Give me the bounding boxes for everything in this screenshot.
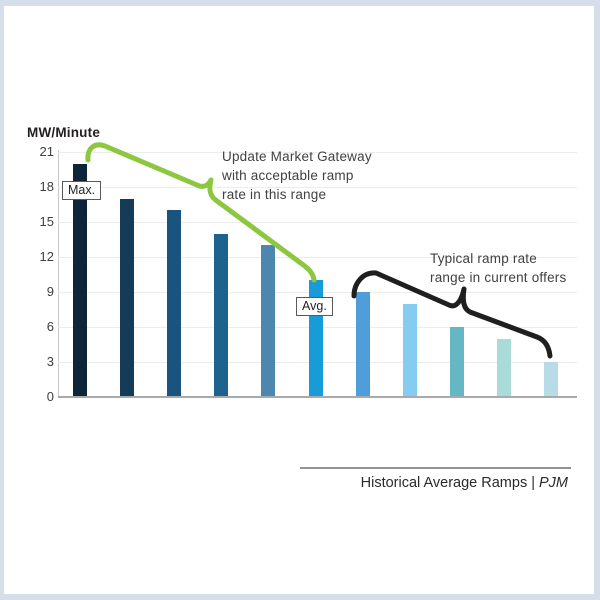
y-tick-label: 0 [46, 389, 54, 404]
max-label-box: Max. [62, 181, 102, 200]
y-tick-label: 6 [46, 319, 54, 334]
bar-8 [402, 303, 417, 397]
annotation-line: Typical ramp rate [430, 251, 537, 266]
y-tick-label: 12 [39, 249, 54, 264]
bar-5 [261, 245, 276, 397]
bar-11 [544, 362, 558, 397]
avg-label-box: Avg. [296, 297, 333, 316]
bar-2 [120, 198, 135, 397]
acceptable-range-annotation: Update Market Gateway with acceptable ra… [222, 147, 372, 204]
source-name: PJM [539, 475, 568, 491]
annotation-line: Update Market Gateway [222, 149, 372, 164]
y-tick-label: 18 [39, 179, 54, 194]
bar-10 [496, 338, 511, 397]
annotation-line: range in current offers [430, 270, 567, 285]
y-tick-label: 9 [46, 284, 54, 299]
gridline [58, 221, 577, 223]
annotation-line: rate in this range [222, 187, 327, 202]
gridline [58, 151, 577, 153]
bar-7 [355, 292, 370, 397]
source-attribution: Historical Average Ramps | PJM [290, 475, 568, 491]
bar-4 [214, 233, 229, 397]
typical-range-annotation: Typical ramp rate range in current offer… [430, 249, 566, 287]
bar-9 [449, 327, 464, 397]
source-label: Historical Average Ramps | [360, 475, 535, 491]
y-axis-title: MW/Minute [27, 125, 101, 140]
y-tick-label: 21 [39, 144, 54, 159]
bar-3 [167, 210, 182, 397]
gridline [58, 256, 577, 258]
y-tick-label: 15 [39, 214, 54, 229]
y-axis-line [58, 150, 59, 397]
x-axis-baseline [58, 396, 577, 398]
annotation-line: with acceptable ramp [222, 168, 354, 183]
y-tick-label: 3 [46, 354, 54, 369]
bar-1 [73, 163, 87, 397]
gridline [58, 186, 577, 188]
footer-divider [300, 467, 571, 469]
